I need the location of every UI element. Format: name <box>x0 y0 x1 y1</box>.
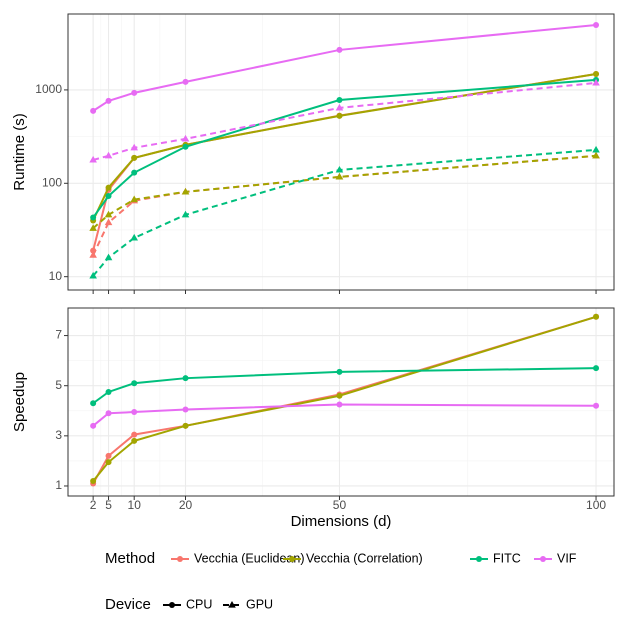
point <box>104 151 113 159</box>
y-tick-label: 1 <box>55 478 62 492</box>
y-tick-label: 1000 <box>35 82 62 96</box>
legend-label: FITC <box>493 551 521 565</box>
point <box>131 431 138 438</box>
point <box>90 422 97 429</box>
point <box>105 452 112 459</box>
legend-label: Vecchia (Euclidean) <box>194 551 304 565</box>
legend-label: CPU <box>186 597 212 611</box>
point <box>592 151 600 159</box>
panel-border <box>67 13 615 291</box>
point <box>89 271 97 279</box>
series-line <box>92 73 597 221</box>
series-line <box>92 148 597 277</box>
legend-label: Vecchia (Correlation) <box>306 551 423 565</box>
series-line <box>92 403 597 427</box>
point <box>336 46 343 53</box>
point <box>181 134 190 142</box>
point <box>90 400 97 407</box>
point <box>131 380 138 387</box>
y-axis-label: Runtime (s) <box>11 113 28 191</box>
point <box>335 165 344 173</box>
legend-key <box>289 556 295 562</box>
point <box>181 187 190 195</box>
x-tick-label: 2 <box>90 498 97 512</box>
point <box>105 193 112 200</box>
point <box>131 154 138 161</box>
point <box>336 392 343 399</box>
point <box>336 368 343 375</box>
point <box>182 406 189 413</box>
x-axis-label: Dimensions (d) <box>291 513 392 530</box>
y-tick-label: 3 <box>55 428 62 442</box>
y-tick-label: 100 <box>42 175 62 189</box>
point <box>593 21 600 28</box>
series-line <box>92 367 597 405</box>
x-tick-label: 50 <box>333 498 347 512</box>
point <box>336 112 343 119</box>
point <box>592 145 600 153</box>
point <box>593 402 600 409</box>
x-tick-label: 10 <box>128 498 142 512</box>
point <box>593 365 600 372</box>
legend-key <box>228 601 236 608</box>
point <box>593 313 600 320</box>
panel-border <box>67 307 615 497</box>
point <box>181 210 190 218</box>
point <box>90 214 97 221</box>
point <box>131 409 138 416</box>
x-tick-label: 100 <box>586 498 606 512</box>
y-axis-label: Speedup <box>11 372 28 432</box>
point <box>90 477 97 484</box>
point <box>105 184 112 191</box>
point <box>90 107 97 114</box>
point <box>105 388 112 395</box>
legend-key <box>177 556 183 562</box>
point <box>593 71 600 78</box>
y-tick-label: 7 <box>55 328 62 342</box>
point <box>336 401 343 408</box>
point <box>182 375 189 382</box>
series-line <box>92 154 597 256</box>
legend-key <box>476 556 482 562</box>
point <box>104 218 113 226</box>
point <box>130 233 138 241</box>
point <box>105 459 112 466</box>
point <box>335 103 344 111</box>
point <box>89 155 97 163</box>
point <box>131 169 138 176</box>
point <box>104 210 113 218</box>
point <box>131 89 138 96</box>
series-line <box>92 315 597 482</box>
point <box>105 97 112 104</box>
legend-label: GPU <box>246 597 273 611</box>
legend-key <box>540 556 546 562</box>
point <box>182 422 189 429</box>
point <box>130 143 138 151</box>
y-tick-label: 10 <box>49 269 63 283</box>
point <box>104 253 113 261</box>
point <box>89 224 97 231</box>
point <box>182 143 189 150</box>
point <box>89 251 97 258</box>
x-tick-label: 5 <box>105 498 112 512</box>
point <box>335 172 344 180</box>
y-tick-label: 5 <box>55 378 62 392</box>
legend-title: Method <box>105 550 155 567</box>
point <box>105 410 112 417</box>
legend-label: VIF <box>557 551 577 565</box>
point <box>130 195 138 203</box>
x-tick-label: 20 <box>179 498 193 512</box>
series-line <box>92 23 597 112</box>
point <box>592 78 600 86</box>
panel <box>68 14 614 290</box>
point <box>182 78 189 85</box>
legend-title: Device <box>105 596 151 613</box>
series-line <box>92 78 597 219</box>
legend-key <box>169 602 175 608</box>
point <box>336 96 343 103</box>
point <box>131 437 138 444</box>
